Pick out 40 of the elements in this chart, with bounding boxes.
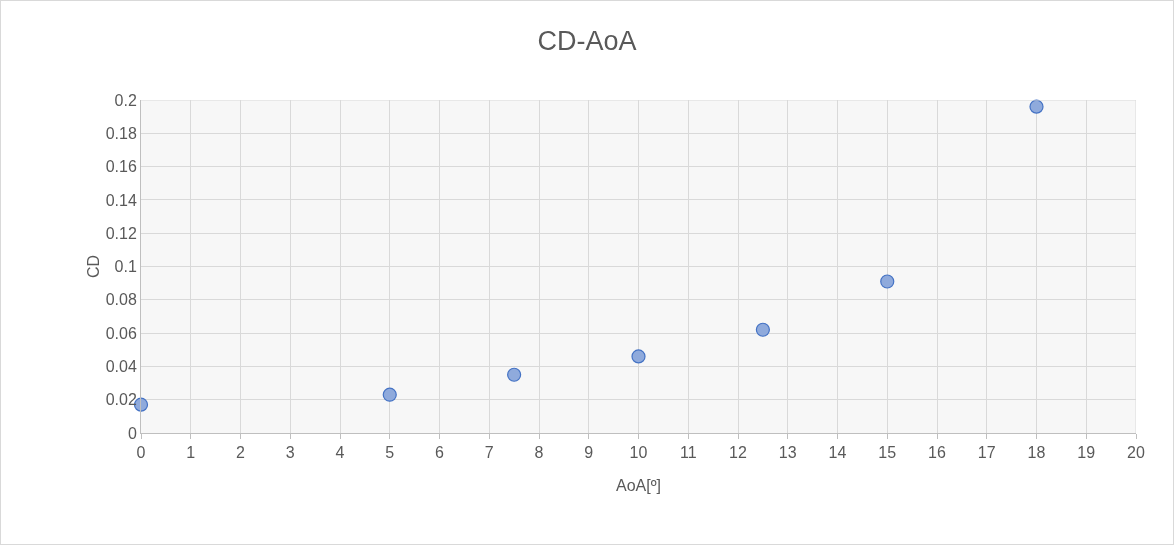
- x-tick-label: 9: [584, 444, 594, 462]
- x-tick-label: 6: [435, 444, 445, 462]
- y-tick-label: 0.16: [105, 158, 137, 176]
- x-tick-label: 18: [1027, 444, 1046, 462]
- point: [755, 322, 770, 337]
- x-tick-label: 19: [1077, 444, 1096, 462]
- y-tick-label: 0.04: [105, 358, 137, 375]
- x-tick-label: 7: [484, 444, 494, 462]
- x-tick-label: 13: [778, 444, 797, 462]
- x-axis-title: AoA[º]: [616, 477, 661, 494]
- y-tick-label: 0: [127, 424, 137, 442]
- point: [507, 367, 522, 382]
- y-axis-title: CD: [85, 254, 102, 279]
- y-tick-label: 0.14: [105, 191, 137, 209]
- y-tick-label: 0.12: [105, 224, 137, 242]
- x-tick-label: 15: [878, 444, 897, 462]
- x-tick-label: 2: [236, 444, 246, 462]
- x-tick-label: 12: [729, 444, 747, 462]
- y-tick-label: 0.02: [105, 391, 137, 409]
- x-tick-label: 17: [977, 444, 996, 462]
- x-tick-label: 1: [186, 444, 196, 462]
- x-tick-label: 14: [828, 444, 847, 462]
- y-tick-label: 0.06: [105, 324, 137, 342]
- x-tick-label: 16: [928, 444, 946, 462]
- point: [382, 387, 397, 402]
- x-tick-label: 8: [534, 444, 544, 462]
- y-tick-label: 0.18: [105, 124, 137, 142]
- x-tick-label: 3: [285, 444, 295, 462]
- point: [1029, 99, 1044, 114]
- y-tick-label: 0.2: [114, 91, 137, 109]
- point: [631, 349, 646, 364]
- x-tick-label: 11: [679, 444, 697, 462]
- x-tick-label: 5: [385, 444, 395, 462]
- y-tick-label: 0.08: [105, 291, 137, 309]
- point: [880, 274, 895, 289]
- x-tick-label: 4: [335, 444, 345, 462]
- chart-title: CD-AoA: [537, 25, 637, 56]
- x-tick-label: 10: [629, 444, 648, 462]
- x-tick-label: 20: [1127, 444, 1145, 462]
- y-tick-label: 0.1: [114, 258, 137, 276]
